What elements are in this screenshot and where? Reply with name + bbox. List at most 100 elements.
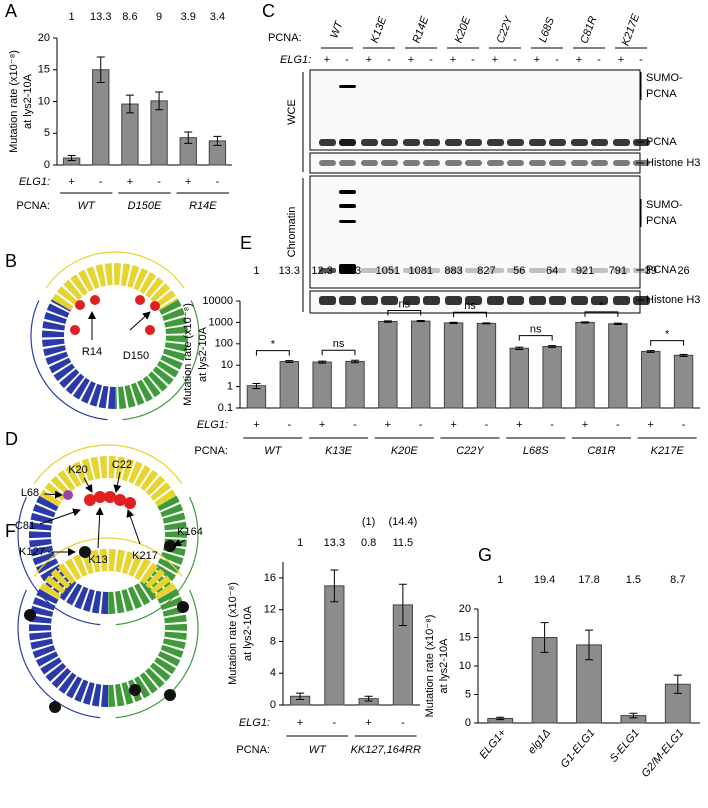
y-tick-label: 12	[264, 604, 276, 616]
structure-loop	[33, 444, 183, 484]
y-tick-label: 1000	[209, 316, 233, 328]
residue	[145, 325, 155, 335]
structure-label: D150	[123, 350, 149, 362]
blot-elg1-sign: -	[597, 54, 601, 66]
value-annotation: 13.3	[90, 11, 111, 23]
blot-band	[465, 160, 482, 166]
y-tick-label: 15	[459, 631, 471, 643]
elg1-label: ELG1:	[197, 419, 228, 431]
bar	[509, 347, 529, 409]
error-bar	[296, 692, 305, 700]
y-axis-label: at lys2-10A	[22, 73, 34, 129]
blot-band	[613, 296, 630, 305]
significance-label: ns	[464, 300, 476, 312]
pcna-label: PCNA:	[194, 445, 228, 457]
y-tick-label: 15	[38, 64, 50, 76]
bar	[575, 321, 595, 409]
structure-arrow	[83, 477, 93, 493]
blot-band	[465, 296, 482, 305]
elg1-sign: -	[419, 419, 423, 431]
structure-loop	[33, 537, 183, 577]
y-tick-label: 4	[270, 667, 276, 679]
elg1-sign: +	[385, 419, 391, 431]
blot-lane-label: L68S	[537, 15, 557, 44]
y-tick-label: 0	[270, 699, 276, 711]
value-annotation: 1	[297, 537, 303, 549]
blot-band	[465, 268, 482, 273]
group-label: WT	[264, 445, 282, 457]
structure-ribbon	[29, 495, 109, 614]
value-annotation: 3.4	[210, 11, 225, 23]
pcna-label: PCNA:	[16, 200, 50, 212]
significance-bracket	[321, 349, 356, 356]
blot-lane-label: C22Y	[495, 14, 516, 45]
blot-band	[423, 139, 440, 146]
residue	[164, 540, 176, 552]
blot-elg1-sign: +	[366, 54, 372, 66]
blot-band	[507, 139, 524, 146]
y-tick-label: 0	[465, 717, 471, 729]
residue	[135, 295, 145, 305]
structure-arrow	[95, 507, 104, 549]
y-tick-label: 20	[38, 32, 50, 44]
bar	[608, 323, 628, 409]
blot-lane-label: K217E	[620, 12, 643, 48]
value-annotation: 39	[645, 265, 657, 277]
blot-band	[381, 160, 398, 166]
residue	[84, 494, 96, 506]
blot-elg1-sign: +	[324, 54, 330, 66]
blot-band	[319, 160, 336, 166]
error-bar	[96, 56, 105, 83]
blot-band	[339, 85, 356, 88]
structure-ribbon	[39, 456, 177, 507]
elg1-sign: -	[99, 176, 103, 188]
blot-band	[319, 268, 336, 273]
blot-band	[507, 268, 524, 273]
blot-elg1-sign: -	[387, 54, 391, 66]
y-tick-label: 0.1	[218, 402, 233, 414]
pcna-label: PCNA:	[236, 744, 270, 756]
structure-loop	[45, 251, 185, 289]
elg1-sign: +	[253, 419, 259, 431]
significance-label: *	[271, 339, 276, 351]
blot-band	[445, 160, 462, 166]
blot-band	[487, 296, 504, 305]
structure-label: L68	[21, 487, 39, 499]
y-tick-label: 10	[38, 95, 50, 107]
y-axis-label: at lys2-10A	[197, 326, 209, 382]
error-bar	[515, 346, 524, 351]
y-tick-label: 10	[459, 660, 471, 672]
elg1-sign: +	[450, 419, 456, 431]
group-label: C22Y	[456, 445, 484, 457]
error-bar	[496, 716, 505, 721]
blot-band	[403, 268, 420, 273]
error-bar	[482, 322, 491, 325]
elg1-sign: -	[353, 419, 357, 431]
elg1-sign: -	[616, 419, 620, 431]
significance-bracket	[387, 310, 422, 316]
error-bar	[548, 345, 557, 348]
blot-elg1-sign: -	[345, 54, 349, 66]
structure-ribbon	[42, 299, 116, 409]
blot-band	[549, 139, 566, 146]
value-annotation: 17.8	[578, 574, 599, 586]
structure-arrow	[173, 539, 186, 547]
group-label: K217E	[651, 445, 685, 457]
y-tick-label: 0	[44, 159, 50, 171]
y-axis-label: Mutation rate (x10⁻⁸)	[424, 615, 436, 718]
elg1-sign: +	[68, 176, 74, 188]
y-tick-label: 10	[221, 359, 233, 371]
bar	[641, 350, 661, 409]
blot-band	[339, 139, 356, 146]
structure-loop	[17, 496, 101, 626]
blot-pcna-label: PCNA:	[268, 32, 302, 44]
blot-band	[381, 268, 398, 273]
y-tick-label: 5	[465, 688, 471, 700]
structure-ribbon	[114, 299, 188, 409]
structure-ribbon	[107, 495, 187, 614]
residue	[63, 490, 73, 500]
blot-band-label: Histone H3	[646, 294, 700, 306]
error-bar	[330, 569, 339, 603]
structure-arrow	[126, 509, 141, 545]
